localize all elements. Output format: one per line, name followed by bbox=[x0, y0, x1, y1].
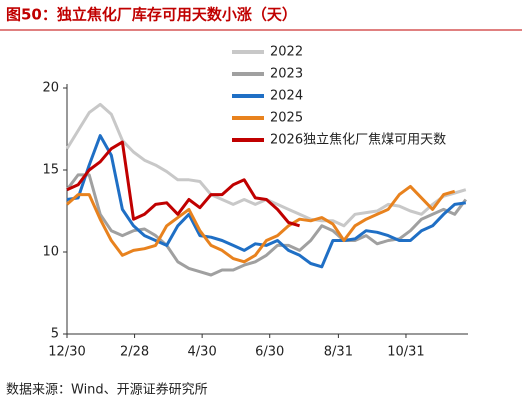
legend-label: 2024 bbox=[270, 89, 303, 104]
source-note: 数据来源：Wind、开源证券研究所 bbox=[6, 382, 208, 398]
series-line bbox=[66, 134, 467, 269]
y-tick-label: 20 bbox=[42, 81, 59, 96]
series-line bbox=[66, 184, 456, 264]
x-tick-label: 8/31 bbox=[324, 345, 353, 360]
y-tick-label: 15 bbox=[42, 163, 59, 178]
series-line bbox=[66, 140, 301, 228]
x-tick-label: 4/30 bbox=[188, 345, 217, 360]
legend-label: 2025 bbox=[270, 111, 303, 126]
x-tick-label: 12/30 bbox=[48, 345, 85, 360]
y-tick-label: 5 bbox=[51, 327, 59, 342]
x-tick-label: 2/28 bbox=[120, 345, 149, 360]
x-tick-label: 6/30 bbox=[255, 345, 284, 360]
legend-label: 2022 bbox=[270, 45, 303, 60]
x-tick-label: 10/31 bbox=[387, 345, 424, 360]
legend-label: 2023 bbox=[270, 67, 303, 82]
y-tick-label: 10 bbox=[42, 245, 59, 260]
chart-title: 图50：独立焦化厂库存可用天数小涨（天） bbox=[6, 6, 297, 24]
legend-label: 2026独立焦化厂焦煤可用天数 bbox=[270, 133, 446, 148]
